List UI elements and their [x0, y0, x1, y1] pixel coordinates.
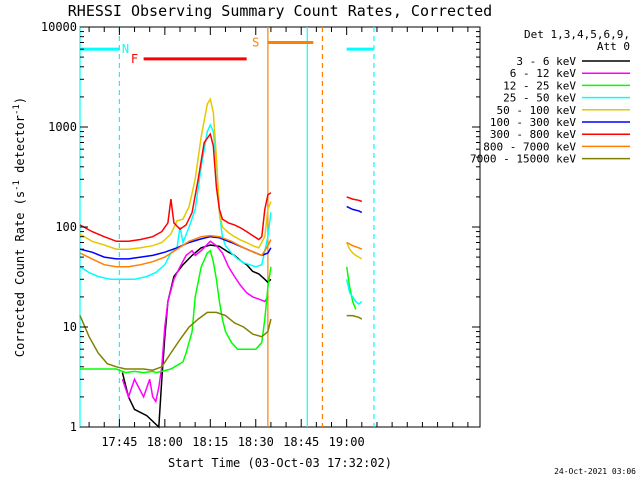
legend-label: 300 - 800 keV: [490, 128, 576, 141]
flag-label: N: [122, 42, 129, 56]
y-tick-label: 1: [70, 420, 77, 434]
mode-lines: [79, 27, 375, 427]
legend-label: 50 - 100 keV: [497, 104, 577, 117]
y-axis-title-part: ): [13, 97, 27, 104]
series-lines: [79, 97, 363, 429]
chart-title: RHESSI Observing Summary Count Rates, Co…: [68, 2, 492, 20]
y-tick-label: 100: [55, 220, 77, 234]
legend-header: Det 1,3,4,5,6,9,: [524, 28, 630, 41]
y-axis-ticks: 1 10 100 1000 10000: [41, 20, 480, 434]
series-line: [79, 123, 272, 281]
series-line: [80, 249, 272, 374]
series-line: [346, 196, 363, 203]
series-line: [345, 279, 363, 305]
legend-label: 6 - 12 keV: [510, 67, 577, 80]
legend-label: 25 - 50 keV: [503, 92, 576, 105]
flag-label: S: [252, 35, 259, 49]
legend-label: 7000 - 15000 keV: [470, 153, 576, 166]
y-tick-label: 10000: [41, 20, 77, 34]
x-tick-label: 18:45: [283, 435, 319, 449]
x-tick-label: 18:15: [192, 435, 228, 449]
series-line: [346, 241, 363, 250]
x-tick-label: 18:00: [147, 435, 183, 449]
y-tick-label: 10: [63, 320, 77, 334]
series-line: [121, 244, 272, 429]
series-line: [346, 314, 363, 320]
y-axis-title: Corrected Count Rate (s-1 detector-1): [12, 97, 27, 357]
series-line: [346, 242, 363, 260]
y-axis-title-part: Corrected Count Rate (s: [13, 191, 27, 357]
series-line: [121, 240, 269, 404]
y-tick-label: 1000: [48, 120, 77, 134]
y-axis-title-exp: -1: [12, 180, 22, 191]
series-line: [79, 97, 272, 250]
series-line: [79, 132, 272, 243]
legend-label: 800 - 7000 keV: [483, 140, 576, 153]
legend-header: Att 0: [597, 40, 630, 53]
series-line: [346, 205, 363, 214]
series-line: [79, 311, 272, 371]
flag-bars: NF S: [80, 35, 374, 66]
x-axis-ticks: 17:45 18:00 18:15 18:30 18:45 19:00: [88, 27, 469, 449]
x-tick-label: 17:45: [101, 435, 137, 449]
x-axis-title: Start Time (03-Oct-03 17:32:02): [168, 456, 392, 470]
legend-label: 100 - 300 keV: [490, 116, 576, 129]
plot-area: [79, 26, 481, 428]
series-line: [79, 234, 272, 268]
x-tick-label: 18:30: [238, 435, 274, 449]
x-tick-label: 19:00: [329, 435, 365, 449]
legend-label: 3 - 6 keV: [516, 55, 576, 68]
legend-label: 12 - 25 keV: [503, 79, 576, 92]
flag-label: F: [131, 52, 138, 66]
timestamp: 24-Oct-2021 03:06: [554, 467, 636, 476]
y-axis-title-part: detector: [13, 115, 27, 180]
y-axis-title-exp: -1: [12, 104, 22, 115]
